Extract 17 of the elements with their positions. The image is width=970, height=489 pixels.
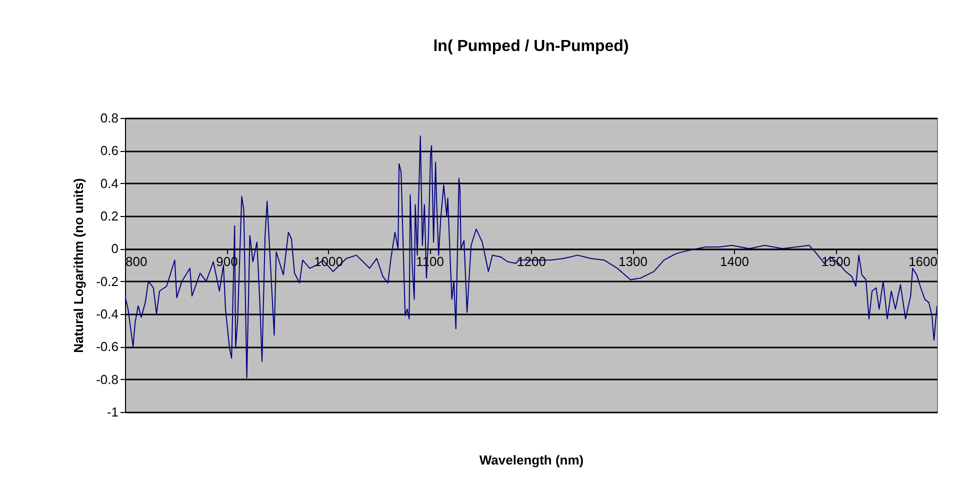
x-axis-title: Wavelength (nm) (479, 452, 584, 468)
y-tick-label: -1 (106, 404, 118, 420)
x-tick-label: 1600 (908, 254, 938, 270)
y-tick-label: 0.8 (100, 110, 118, 126)
y-tick-label: -0.6 (96, 339, 118, 354)
y-tick-label: 0 (111, 241, 118, 256)
y-tick-label: -0.2 (96, 274, 118, 289)
chart-title: ln( Pumped / Un-Pumped) (433, 38, 629, 55)
y-tick-label: -0.8 (96, 372, 118, 387)
y-tick-label: 0.4 (100, 176, 118, 191)
y-tick-label: -0.4 (96, 306, 118, 322)
x-tick-label: 1300 (618, 254, 648, 270)
y-axis-title: Natural Logarithm (no units) (71, 178, 86, 353)
y-tick-label: 0.2 (100, 208, 118, 224)
x-tick-label: 800 (126, 254, 148, 270)
x-tick-label: 1400 (720, 254, 749, 270)
y-tick-label: 0.6 (100, 143, 118, 158)
